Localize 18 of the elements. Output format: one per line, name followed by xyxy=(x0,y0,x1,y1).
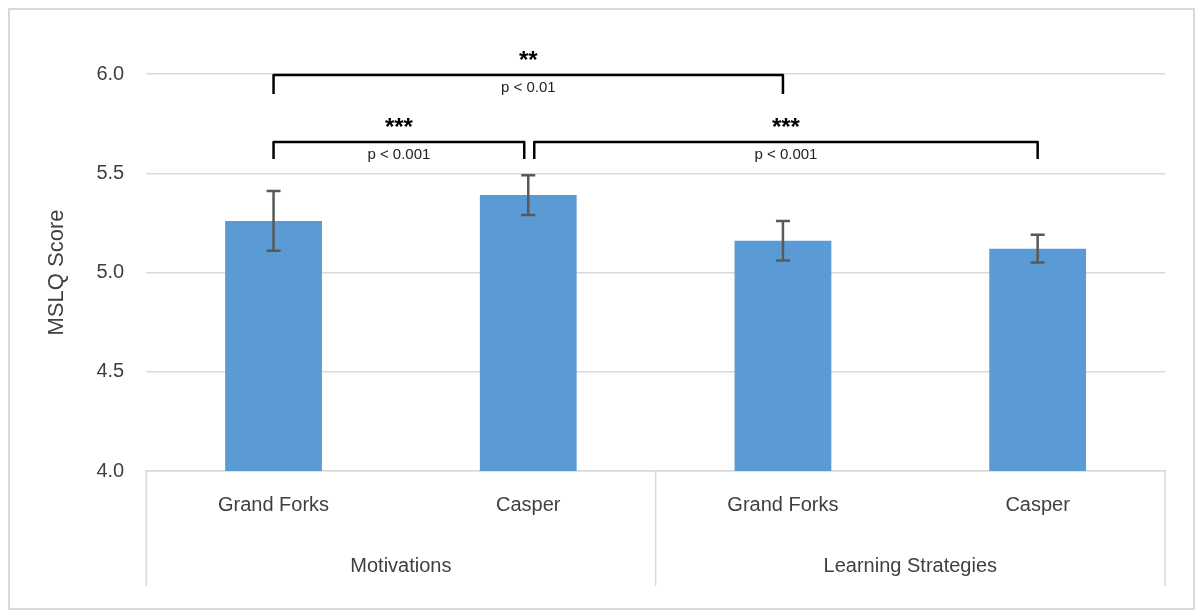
annotation: *** xyxy=(771,112,801,140)
text: Learning Strategies xyxy=(823,553,998,576)
text: ** xyxy=(518,45,539,73)
annotation: p < 0.01 xyxy=(500,77,556,95)
x-tick-label: Grand Forks xyxy=(727,492,839,515)
x-tick-label: Casper xyxy=(496,492,561,515)
y-tick-label: 4.5 xyxy=(96,359,125,382)
y-tick-label: 5.5 xyxy=(96,160,125,183)
x-tick-label: Grand Forks xyxy=(217,492,330,515)
annotation: *** xyxy=(384,112,414,140)
y-tick-label: 6.0 xyxy=(96,61,125,84)
x-tick-label: Casper xyxy=(1005,492,1071,515)
y-tick-label: 4.0 xyxy=(96,458,125,481)
annotation: p < 0.001 xyxy=(367,144,431,162)
y-tick-label: 5.0 xyxy=(96,260,125,283)
annotation: p < 0.001 xyxy=(754,144,818,162)
y-axis-title: MSLQ Score xyxy=(43,209,69,336)
text: Motivations xyxy=(350,553,452,576)
